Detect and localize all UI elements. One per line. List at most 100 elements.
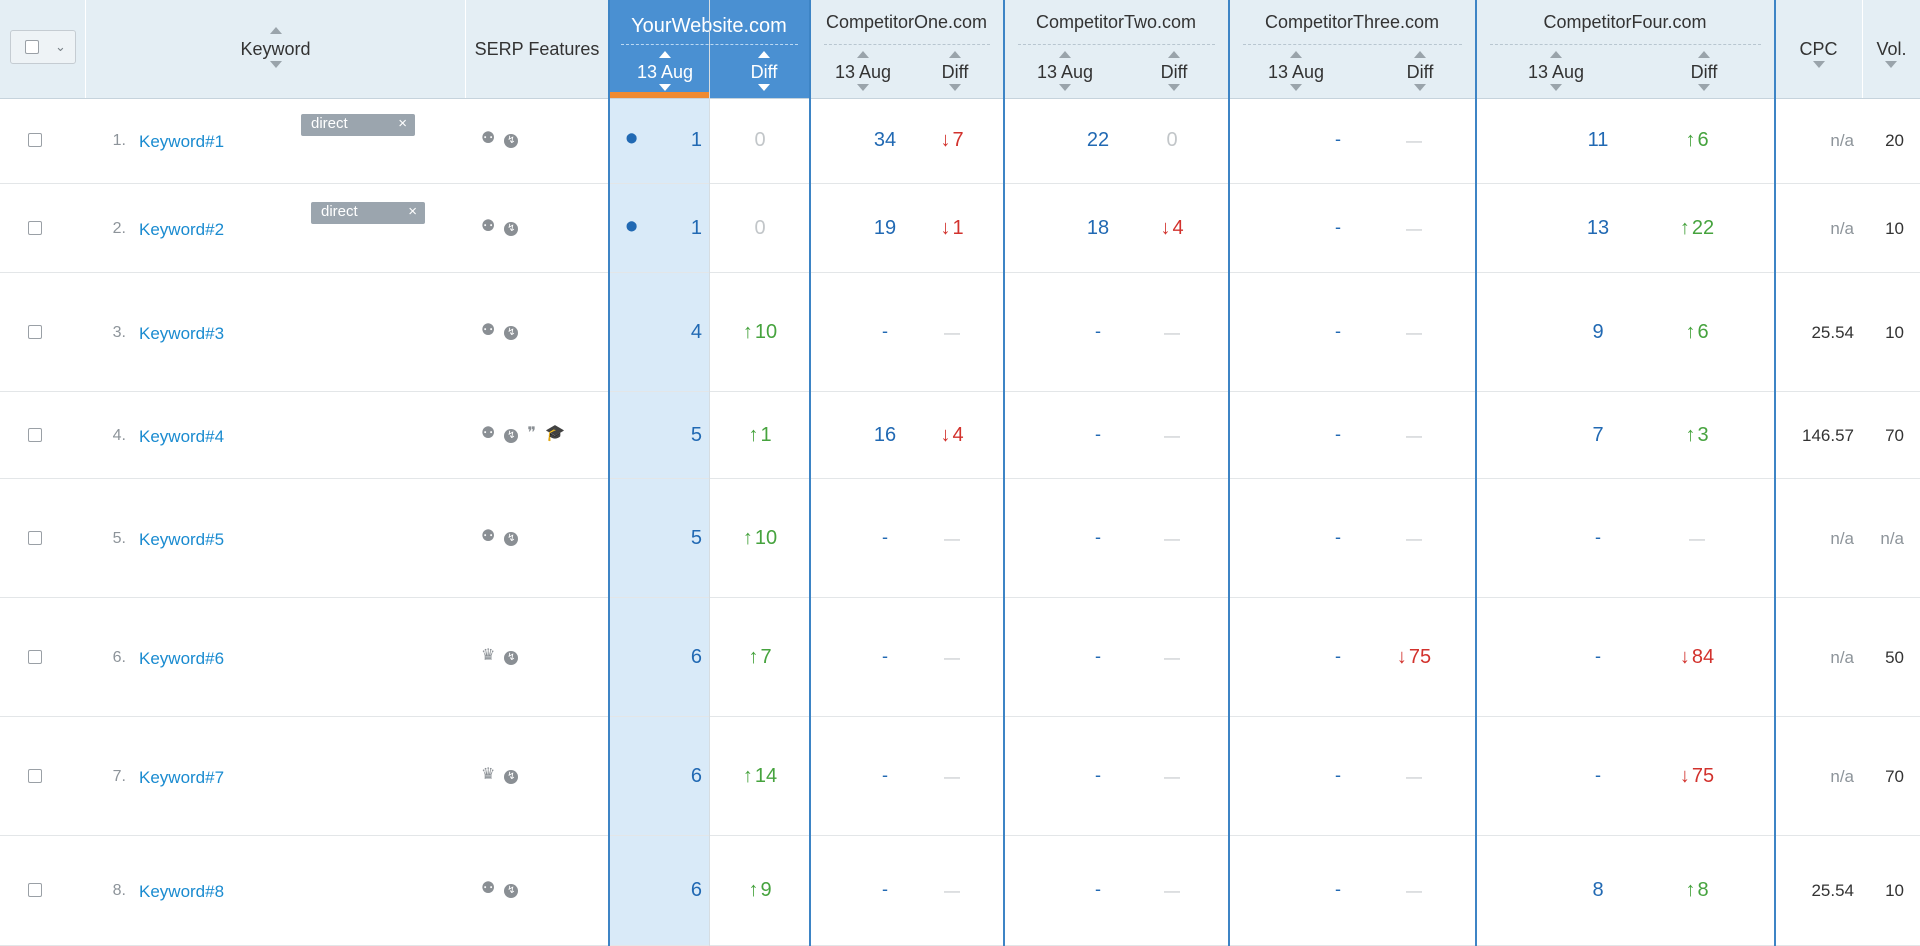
keyword-link[interactable]: Keyword#4 [139,427,225,446]
keyword-link[interactable]: Keyword#7 [139,768,225,787]
keyword-link[interactable]: Keyword#1 [139,132,225,151]
sort-down-icon[interactable] [1168,84,1180,91]
sort-up-icon[interactable] [270,27,282,34]
competitor-one-date[interactable]: 13 Aug [834,62,892,82]
diff-value: — [1374,527,1454,550]
location-icon[interactable]: ⚉ [481,425,496,442]
competitor-four-diff[interactable]: Diff [1690,62,1718,82]
diff-number: 84 [1691,646,1715,668]
table-row: 1. Keyword#1 direct × ⚉ ↯ ⬤ 1 0 34 ↓ 7 22 0- —11 ↑ 6 n/a 2… [0,98,1920,184]
competitor-one-diff[interactable]: Diff [941,62,969,82]
location-pin-icon: ⬤ [626,133,638,144]
volume-value: 70 [1885,767,1904,786]
sort-up-icon[interactable] [1059,51,1071,58]
keyword-link[interactable]: Keyword#2 [139,220,225,239]
sort-down-icon[interactable] [1698,84,1710,91]
competitor-two-diff[interactable]: Diff [1160,62,1188,82]
serp-features: ⚉ ↯ [481,878,527,898]
competitor-three-diff[interactable]: Diff [1406,62,1434,82]
bolt-icon[interactable]: ↯ [504,532,519,546]
location-icon[interactable]: ⚉ [481,322,496,339]
select-all-dropdown[interactable]: ⌄ [10,30,76,64]
location-icon[interactable]: ⚉ [481,880,496,897]
sort-down-icon[interactable] [1885,61,1897,68]
diff-up: ↑ 14 [720,765,800,788]
diff-value: — [912,321,992,344]
bolt-icon[interactable]: ↯ [504,429,519,443]
arrow-down-icon: ↓ [940,424,951,446]
sort-down-icon[interactable] [1550,84,1562,91]
sort-up-icon[interactable] [1168,51,1180,58]
row-checkbox[interactable] [28,221,42,235]
sort-down-icon[interactable] [270,61,282,68]
header-competitor-two: CompetitorTwo.com 13 Aug Diff [1004,0,1229,98]
sort-up-icon[interactable] [1414,51,1426,58]
competitor-three-date[interactable]: 13 Aug [1267,62,1325,82]
sort-down-icon[interactable] [1059,84,1071,91]
location-icon[interactable]: ⚉ [481,218,496,235]
sort-down-icon[interactable] [1813,61,1825,68]
row-checkbox[interactable] [28,133,42,147]
diff-up: ↑ 6 [1657,129,1737,152]
keyword-link[interactable]: Keyword#3 [139,324,225,343]
sort-down-icon[interactable] [1290,84,1302,91]
select-all-checkbox[interactable] [25,40,39,54]
your-website-diff[interactable]: Diff [750,62,778,82]
row-checkbox[interactable] [28,325,42,339]
keyword-link[interactable]: Keyword#6 [139,649,225,668]
keyword-link[interactable]: Keyword#8 [139,882,225,901]
competitor-four-date[interactable]: 13 Aug [1527,62,1585,82]
crown-icon[interactable]: ♛ [481,647,496,664]
header-volume[interactable]: Vol. [1863,0,1920,98]
location-icon[interactable]: ⚉ [481,130,496,147]
crown-icon[interactable]: ♛ [481,766,496,783]
sort-up-icon[interactable] [1698,51,1710,58]
chevron-down-icon[interactable]: ⌄ [55,39,66,54]
arrow-up-icon: ↑ [1685,321,1696,343]
header-cpc[interactable]: CPC [1775,0,1863,98]
keyword-link[interactable]: Keyword#5 [139,530,225,549]
sort-up-icon[interactable] [659,51,671,58]
competitor-1-position: 16 [873,424,897,446]
bolt-icon[interactable]: ↯ [504,651,519,665]
bolt-icon[interactable]: ↯ [504,222,519,236]
arrow-up-icon: ↑ [748,879,759,901]
sort-up-icon[interactable] [949,51,961,58]
diff-number: 7 [760,646,772,668]
sort-down-icon[interactable] [758,84,770,91]
diff-number: — [1406,221,1422,238]
row-checkbox[interactable] [28,428,42,442]
sort-down-icon[interactable] [1414,84,1426,91]
location-pin-icon: ⬤ [626,221,638,232]
close-icon[interactable]: × [408,203,417,220]
diff-value: 0 [720,129,800,152]
competitor-4-position: 11 [1587,129,1609,151]
bolt-icon[interactable]: ↯ [504,770,519,784]
header-keyword[interactable]: Keyword [86,0,466,98]
row-checkbox[interactable] [28,769,42,783]
sort-up-icon[interactable] [1550,51,1562,58]
sort-up-icon[interactable] [758,51,770,58]
bolt-icon[interactable]: ↯ [504,884,519,898]
row-checkbox[interactable] [28,883,42,897]
row-checkbox[interactable] [28,531,42,545]
sort-down-icon[interactable] [949,84,961,91]
location-icon[interactable]: ⚉ [481,528,496,545]
competitor-two-date[interactable]: 13 Aug [1036,62,1094,82]
sort-up-icon[interactable] [1290,51,1302,58]
review-icon[interactable]: ❞ [527,425,536,442]
close-icon[interactable]: × [398,115,407,132]
diff-down: ↓ 7 [912,129,992,152]
graduation-cap-icon[interactable]: 🎓 [544,425,565,442]
arrow-up-icon: ↑ [1685,424,1696,446]
bolt-icon[interactable]: ↯ [504,326,519,340]
sort-down-icon[interactable] [659,84,671,91]
sort-up-icon[interactable] [857,51,869,58]
diff-up: ↑ 22 [1657,217,1737,240]
row-checkbox[interactable] [28,650,42,664]
bolt-icon[interactable]: ↯ [504,134,519,148]
sort-down-icon[interactable] [857,84,869,91]
arrow-down-icon: ↓ [1679,646,1690,668]
diff-value: — [1132,321,1212,344]
your-website-date[interactable]: 13 Aug [636,62,694,82]
